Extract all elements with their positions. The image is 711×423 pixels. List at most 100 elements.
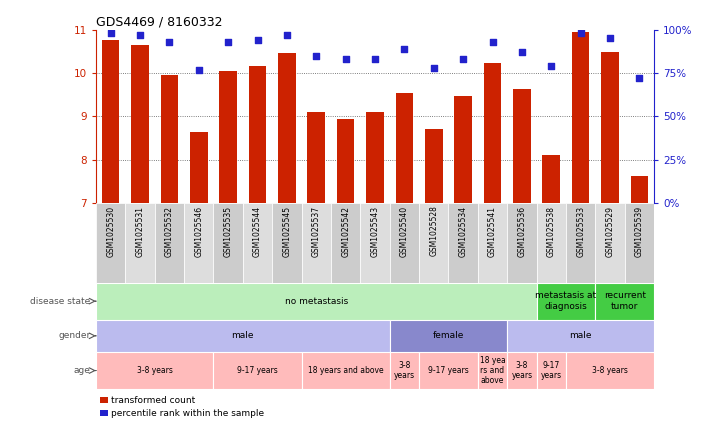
Bar (566, 203, 595, 283)
Bar (96, 203, 125, 283)
Text: GSM1025534: GSM1025534 (459, 206, 468, 257)
Point (223, 38, 234, 45)
Bar (625, 203, 654, 283)
Bar (272, 203, 301, 283)
Point (164, 38, 175, 45)
Bar (331, 203, 360, 283)
Bar (631, 176, 648, 203)
Text: GSM1025530: GSM1025530 (106, 206, 115, 257)
Text: GSM1025529: GSM1025529 (606, 206, 614, 257)
Text: GSM1025543: GSM1025543 (370, 206, 380, 257)
Text: GSM1025537: GSM1025537 (312, 206, 321, 257)
Text: male: male (570, 331, 592, 341)
Bar (390, 203, 419, 283)
Bar (366, 112, 384, 203)
Text: GDS4469 / 8160332: GDS4469 / 8160332 (96, 16, 223, 28)
Point (545, 63, 557, 69)
Point (634, 75, 645, 82)
Bar (507, 320, 654, 352)
Text: GSM1025536: GSM1025536 (518, 206, 526, 257)
Bar (478, 352, 507, 389)
Point (516, 49, 528, 55)
Text: recurrent
tumor: recurrent tumor (604, 291, 646, 311)
Point (340, 56, 351, 63)
Bar (507, 352, 537, 389)
Bar (301, 352, 390, 389)
Point (105, 30, 117, 36)
Bar (395, 93, 413, 203)
Bar (125, 203, 155, 283)
Bar (390, 320, 507, 352)
Bar (161, 75, 178, 203)
Text: 9-17 years: 9-17 years (428, 366, 469, 375)
Text: GSM1025545: GSM1025545 (282, 206, 292, 257)
Bar (425, 129, 443, 203)
Text: GSM1025541: GSM1025541 (488, 206, 497, 257)
Bar (337, 118, 355, 203)
Point (193, 66, 205, 73)
Bar (595, 283, 654, 320)
Text: no metastasis: no metastasis (284, 297, 348, 306)
Text: 9-17
years: 9-17 years (541, 361, 562, 380)
Bar (184, 203, 213, 283)
Text: 18 yea
rs and
above: 18 yea rs and above (480, 356, 506, 385)
Point (134, 31, 146, 38)
Text: age: age (73, 366, 90, 375)
Bar (278, 53, 296, 203)
Bar (213, 352, 301, 389)
Bar (360, 203, 390, 283)
Bar (542, 156, 560, 203)
Bar (507, 203, 537, 283)
Bar (96, 283, 537, 320)
Point (282, 31, 293, 38)
Text: female: female (433, 331, 464, 341)
Text: 3-8 years: 3-8 years (137, 366, 173, 375)
Point (428, 64, 439, 71)
Bar (220, 71, 237, 203)
Text: 3-8
years: 3-8 years (511, 361, 533, 380)
Bar (301, 203, 331, 283)
Bar (190, 132, 208, 203)
Point (575, 30, 587, 36)
Text: GSM1025533: GSM1025533 (576, 206, 585, 257)
Text: GSM1025540: GSM1025540 (400, 206, 409, 257)
Bar (132, 45, 149, 203)
Point (487, 38, 498, 45)
Point (457, 56, 469, 63)
Text: GSM1025531: GSM1025531 (136, 206, 144, 257)
Point (399, 45, 410, 52)
Bar (449, 203, 478, 283)
Bar (602, 52, 619, 203)
Bar (155, 203, 184, 283)
Bar (419, 352, 478, 389)
Text: GSM1025542: GSM1025542 (341, 206, 351, 257)
Text: GSM1025538: GSM1025538 (547, 206, 556, 257)
Bar (390, 352, 419, 389)
Point (604, 35, 616, 42)
Text: metastasis at
diagnosis: metastasis at diagnosis (535, 291, 597, 311)
Text: 9-17 years: 9-17 years (237, 366, 278, 375)
Text: 18 years and above: 18 years and above (308, 366, 383, 375)
Text: GSM1025535: GSM1025535 (224, 206, 232, 257)
Bar (249, 66, 267, 203)
Legend: transformed count, percentile rank within the sample: transformed count, percentile rank withi… (100, 396, 264, 418)
Bar (96, 352, 213, 389)
Text: disease state: disease state (30, 297, 90, 306)
Bar (419, 203, 449, 283)
Bar (483, 63, 501, 203)
Bar (537, 203, 566, 283)
Text: male: male (232, 331, 254, 341)
Bar (537, 352, 566, 389)
Bar (595, 203, 625, 283)
Bar (102, 41, 119, 203)
Bar (454, 96, 472, 203)
Bar (572, 32, 589, 203)
Point (311, 52, 322, 59)
Bar (478, 203, 507, 283)
Bar (213, 203, 243, 283)
Text: 3-8 years: 3-8 years (592, 366, 628, 375)
Text: GSM1025544: GSM1025544 (253, 206, 262, 257)
Text: GSM1025532: GSM1025532 (165, 206, 174, 257)
Point (370, 56, 381, 63)
Point (252, 37, 263, 44)
